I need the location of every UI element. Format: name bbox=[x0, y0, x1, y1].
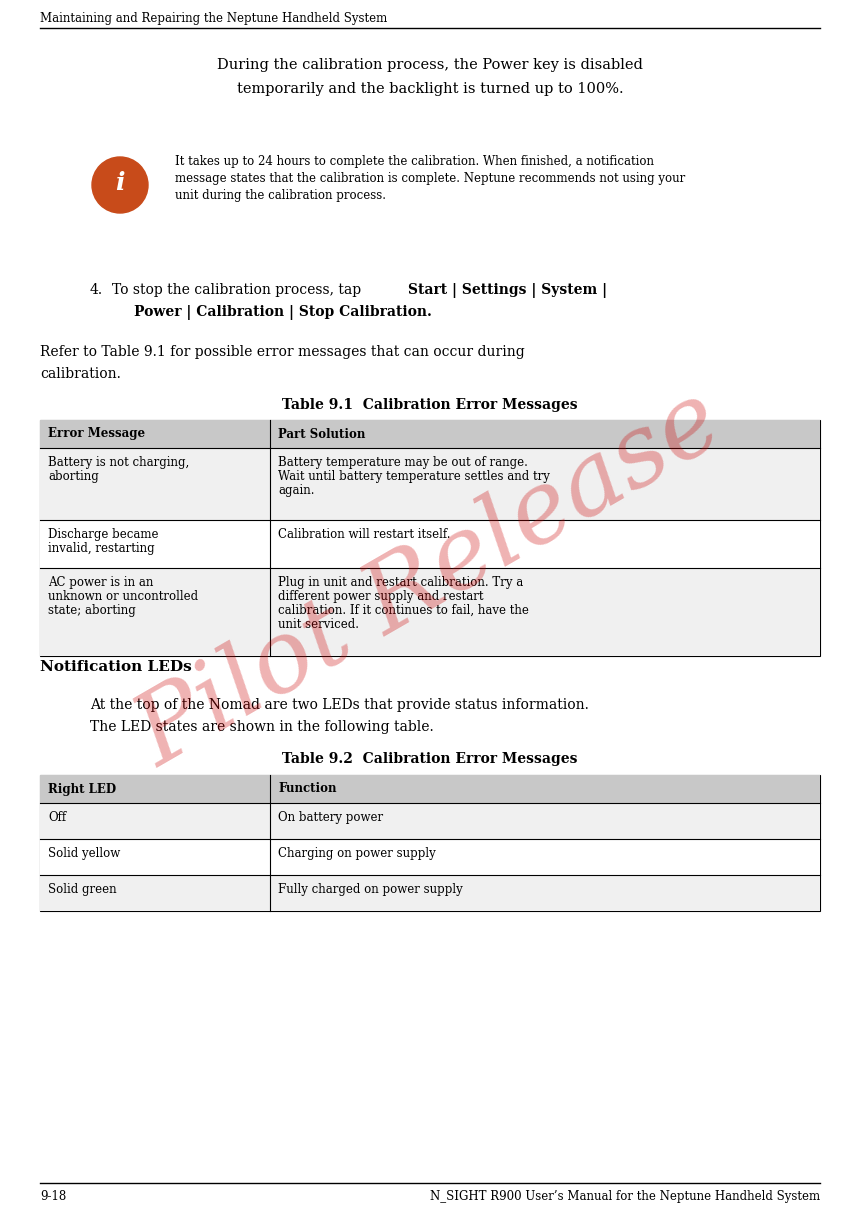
Text: invalid, restarting: invalid, restarting bbox=[48, 542, 154, 554]
Text: Right LED: Right LED bbox=[48, 783, 117, 795]
Text: Plug in unit and restart calibration. Try a: Plug in unit and restart calibration. Tr… bbox=[278, 576, 523, 589]
Text: At the top of the Nomad are two LEDs that provide status information.: At the top of the Nomad are two LEDs tha… bbox=[90, 698, 589, 713]
Text: 9-18: 9-18 bbox=[40, 1190, 66, 1203]
Text: Table 9.2  Calibration Error Messages: Table 9.2 Calibration Error Messages bbox=[282, 751, 577, 766]
Text: calibration.: calibration. bbox=[40, 367, 121, 381]
Bar bbox=[40, 420, 820, 447]
Text: Start | Settings | System |: Start | Settings | System | bbox=[408, 283, 608, 298]
Text: unit during the calibration process.: unit during the calibration process. bbox=[175, 188, 386, 202]
Text: 4.: 4. bbox=[90, 283, 103, 297]
Text: Battery is not charging,: Battery is not charging, bbox=[48, 456, 189, 469]
Text: Battery temperature may be out of range.: Battery temperature may be out of range. bbox=[278, 456, 528, 469]
Text: unknown or uncontrolled: unknown or uncontrolled bbox=[48, 590, 198, 603]
Text: Solid yellow: Solid yellow bbox=[48, 848, 120, 860]
Text: unit serviced.: unit serviced. bbox=[278, 618, 359, 631]
Text: Solid green: Solid green bbox=[48, 883, 117, 896]
Circle shape bbox=[92, 157, 148, 213]
Text: again.: again. bbox=[278, 484, 314, 497]
Text: To stop the calibration process, tap: To stop the calibration process, tap bbox=[112, 283, 366, 297]
Text: message states that the calibration is complete. Neptune recommends not using yo: message states that the calibration is c… bbox=[175, 171, 685, 185]
Text: aborting: aborting bbox=[48, 471, 98, 483]
Text: Table 9.1  Calibration Error Messages: Table 9.1 Calibration Error Messages bbox=[282, 398, 578, 412]
Bar bbox=[40, 803, 820, 839]
Text: i: i bbox=[116, 171, 125, 195]
Text: Error Message: Error Message bbox=[48, 428, 145, 440]
Text: Calibration will restart itself.: Calibration will restart itself. bbox=[278, 528, 450, 541]
Text: AC power is in an: AC power is in an bbox=[48, 576, 154, 589]
Text: state; aborting: state; aborting bbox=[48, 604, 135, 617]
Text: Function: Function bbox=[278, 783, 337, 795]
Text: Refer to Table 9.1 for possible error messages that can occur during: Refer to Table 9.1 for possible error me… bbox=[40, 345, 525, 359]
Text: Charging on power supply: Charging on power supply bbox=[278, 848, 436, 860]
Text: It takes up to 24 hours to complete the calibration. When finished, a notificati: It takes up to 24 hours to complete the … bbox=[175, 154, 654, 168]
Bar bbox=[40, 420, 820, 655]
Text: Pilot Release: Pilot Release bbox=[121, 375, 740, 786]
Text: different power supply and restart: different power supply and restart bbox=[278, 590, 483, 603]
Text: The LED states are shown in the following table.: The LED states are shown in the followin… bbox=[90, 720, 434, 734]
Text: Fully charged on power supply: Fully charged on power supply bbox=[278, 883, 463, 896]
Bar bbox=[40, 447, 820, 520]
Text: Notification LEDs: Notification LEDs bbox=[40, 660, 192, 674]
Bar bbox=[40, 568, 820, 655]
Text: Off: Off bbox=[48, 811, 66, 824]
Bar bbox=[40, 775, 820, 911]
Text: Part Solution: Part Solution bbox=[278, 428, 365, 440]
Bar bbox=[40, 839, 820, 876]
Text: Power | Calibration | Stop Calibration.: Power | Calibration | Stop Calibration. bbox=[134, 305, 431, 320]
Text: calibration. If it continues to fail, have the: calibration. If it continues to fail, ha… bbox=[278, 604, 529, 617]
Text: During the calibration process, the Power key is disabled: During the calibration process, the Powe… bbox=[217, 58, 643, 72]
Text: N_SIGHT R900 User’s Manual for the Neptune Handheld System: N_SIGHT R900 User’s Manual for the Neptu… bbox=[430, 1190, 820, 1203]
Bar bbox=[40, 520, 820, 568]
Text: On battery power: On battery power bbox=[278, 811, 383, 824]
Text: temporarily and the backlight is turned up to 100%.: temporarily and the backlight is turned … bbox=[236, 81, 623, 96]
Text: Discharge became: Discharge became bbox=[48, 528, 159, 541]
Text: Maintaining and Repairing the Neptune Handheld System: Maintaining and Repairing the Neptune Ha… bbox=[40, 12, 387, 26]
Text: Wait until battery temperature settles and try: Wait until battery temperature settles a… bbox=[278, 471, 550, 483]
Bar bbox=[40, 775, 820, 803]
Bar bbox=[40, 876, 820, 911]
